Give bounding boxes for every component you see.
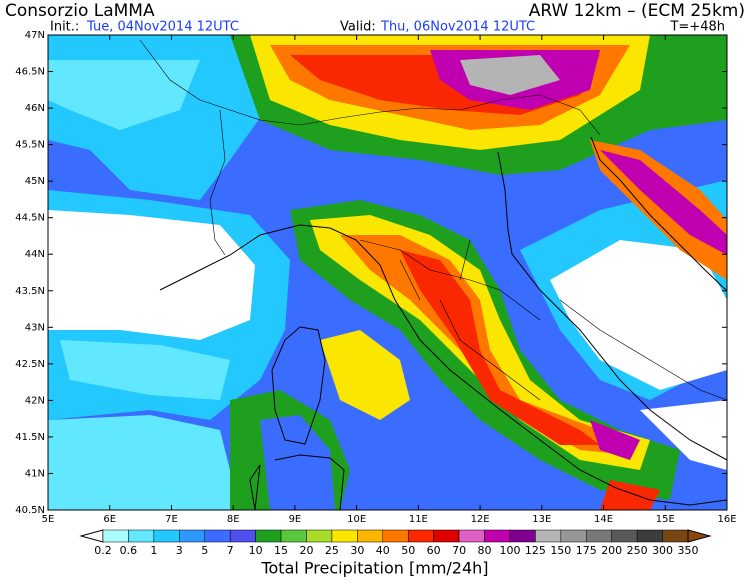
- valid-label: Valid:: [340, 20, 376, 35]
- colorbar-box: [128, 529, 155, 543]
- lon-label: 5E: [42, 514, 55, 525]
- lat-label: 42N: [25, 395, 45, 406]
- lat-label: 44N: [25, 249, 45, 260]
- colorbar-label: 60: [427, 544, 441, 557]
- colorbar-box: [662, 529, 689, 543]
- lon-label: 15E: [656, 514, 675, 525]
- lon-label: 9E: [289, 514, 302, 525]
- map-frame: [47, 34, 728, 511]
- lon-label: 10E: [347, 514, 366, 525]
- lon-label: 11E: [409, 514, 428, 525]
- valid-time: Thu, 06Nov2014 12UTC: [380, 20, 535, 35]
- colorbar-label: 15: [274, 544, 288, 557]
- lon-label: 12E: [471, 514, 490, 525]
- colorbar-label: 250: [627, 544, 648, 557]
- colorbar-box: [229, 529, 256, 543]
- lead-time: T=+48h: [669, 20, 725, 35]
- lon-label: 7E: [165, 514, 178, 525]
- title: Consorzio LaMMA: [5, 1, 155, 21]
- colorbar-label: 80: [478, 544, 492, 557]
- lat-label: 43N: [25, 322, 45, 333]
- lat-label: 41N: [25, 468, 45, 479]
- lon-label: 14E: [594, 514, 613, 525]
- lat-label: 46N: [25, 103, 45, 114]
- colorbar-box: [535, 529, 562, 543]
- colorbar-label: 5: [201, 544, 208, 557]
- colorbar-label: 175: [576, 544, 597, 557]
- colorbar-box: [357, 529, 384, 543]
- colorbar-box: [280, 529, 307, 543]
- lat-label: 44.5N: [15, 213, 45, 224]
- precip-field: [48, 35, 727, 510]
- colorbar-arrow-left: [79, 529, 104, 543]
- colorbar-box: [509, 529, 536, 543]
- colorbar-arrow-right: [687, 529, 712, 543]
- colorbar-label: 0.2: [94, 544, 112, 557]
- colorbar-label: 1: [150, 544, 157, 557]
- init-label: Init.:: [50, 20, 79, 35]
- lat-label: 40.5N: [15, 505, 45, 516]
- colorbar-box: [331, 529, 358, 543]
- lat-label: 42.5N: [15, 359, 45, 370]
- lat-label: 45N: [25, 176, 45, 187]
- colorbar-box: [407, 529, 434, 543]
- colorbar-label: 100: [499, 544, 520, 557]
- colorbar-box: [433, 529, 460, 543]
- colorbar-label: 40: [376, 544, 390, 557]
- colorbar-box: [102, 529, 129, 543]
- colorbar-box: [255, 529, 282, 543]
- colorbar-label: 350: [678, 544, 699, 557]
- colorbar-box: [179, 529, 205, 543]
- colorbar-box: [484, 529, 511, 543]
- colorbar-label: 70: [452, 544, 466, 557]
- colorbar-box: [204, 529, 231, 543]
- colorbar-label: 3: [176, 544, 183, 557]
- colorbar-box: [382, 529, 409, 543]
- colorbar-label: 50: [401, 544, 415, 557]
- colorbar-label: 150: [550, 544, 571, 557]
- colorbar-label: 10: [249, 544, 263, 557]
- coastlines: [139, 39, 727, 510]
- colorbar-box: [586, 529, 612, 543]
- lat-label: 41.5N: [15, 432, 45, 443]
- colorbar-box: [458, 529, 485, 543]
- lon-label: 16E: [717, 514, 736, 525]
- lon-label: 13E: [532, 514, 551, 525]
- model: ARW 12km – (ECM 25km): [529, 1, 745, 21]
- colorbar-label: 30: [350, 544, 364, 557]
- lat-label: 45.5N: [15, 140, 45, 151]
- colorbar-box: [611, 529, 638, 543]
- lat-label: 47N: [25, 30, 45, 41]
- colorbar-label: 25: [325, 544, 339, 557]
- lon-label: 8E: [227, 514, 240, 525]
- colorbar-box: [636, 529, 663, 543]
- colorbar-label: 200: [601, 544, 622, 557]
- colorbar-title: Total Precipitation [mm/24h]: [260, 559, 488, 578]
- colorbar-label: 0.6: [120, 544, 138, 557]
- colorbar-label: 20: [299, 544, 313, 557]
- colorbar-box: [306, 529, 333, 543]
- colorbar-label: 125: [525, 544, 546, 557]
- lat-label: 43.5N: [15, 286, 45, 297]
- lon-label: 6E: [103, 514, 116, 525]
- colorbar-box: [153, 529, 180, 543]
- colorbar-label: 300: [652, 544, 673, 557]
- colorbar-box: [560, 529, 587, 543]
- lat-label: 46.5N: [15, 67, 45, 78]
- colorbar-label: 7: [227, 544, 234, 557]
- init-time: Tue, 04Nov2014 12UTC: [86, 20, 239, 35]
